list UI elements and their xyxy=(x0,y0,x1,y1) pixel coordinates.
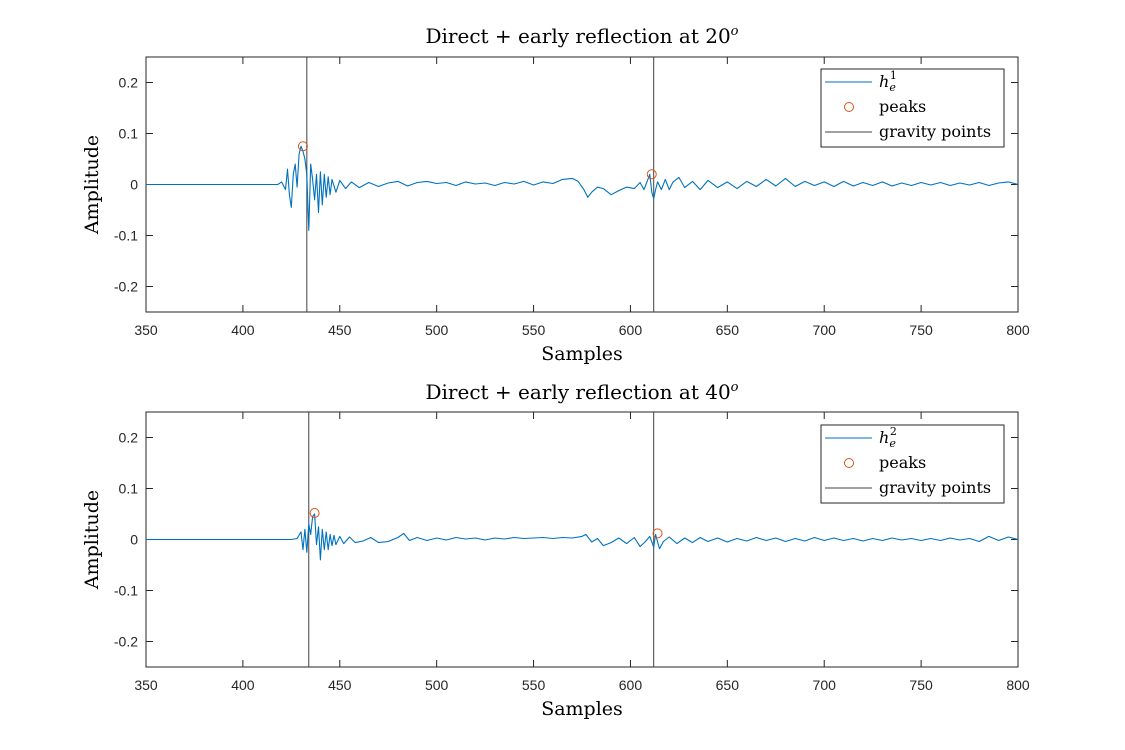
x-tick-label: 500 xyxy=(425,677,449,693)
x-tick-label: 600 xyxy=(619,677,643,693)
chart-1: 350 400 450 500 550 600 650 700 750 800 0.2 0.1 0 -0.… xyxy=(81,24,1030,365)
y-axis-label: Amplitude xyxy=(81,135,103,235)
chart-title: Direct + early reflection at 20o xyxy=(426,24,739,48)
x-tick-label: 500 xyxy=(425,322,449,338)
x-tick-label: 400 xyxy=(231,322,255,338)
legend-signal-base: h xyxy=(879,72,889,91)
x-tick-label: 550 xyxy=(522,677,546,693)
x-tick-label: 700 xyxy=(813,322,837,338)
legend-signal-superscript: 1 xyxy=(890,69,897,82)
title-main: Direct + early reflection at 40 xyxy=(426,380,731,404)
y-tick-label: 0.2 xyxy=(119,430,139,446)
y-axis-label: Amplitude xyxy=(81,490,103,590)
legend-signal-label: he1 xyxy=(879,69,897,94)
x-tick-label: 650 xyxy=(716,322,740,338)
x-tick-label: 800 xyxy=(1006,677,1030,693)
x-tick-label: 550 xyxy=(522,322,546,338)
x-axis-label: Samples xyxy=(541,343,623,365)
x-tick-label: 450 xyxy=(328,322,352,338)
y-tick-label: 0.1 xyxy=(119,126,139,142)
peak-marker xyxy=(652,528,663,539)
legend-gravity-label: gravity points xyxy=(879,122,991,141)
x-tick-label: 750 xyxy=(909,677,933,693)
y-tick-label: -0.1 xyxy=(114,228,138,244)
signal-line xyxy=(146,513,1019,561)
y-tick-label: 0 xyxy=(130,177,138,193)
y-tick-label: -0.2 xyxy=(114,279,138,295)
chart-title: Direct + early reflection at 40o xyxy=(426,380,739,404)
y-tick-label: -0.1 xyxy=(114,583,138,599)
x-tick-label: 800 xyxy=(1006,322,1030,338)
y-tick-label: -0.2 xyxy=(114,634,138,650)
legend-peaks-marker xyxy=(844,458,854,468)
legend-gravity-label: gravity points xyxy=(879,478,991,497)
x-tick-label: 700 xyxy=(813,677,837,693)
legend-signal-base: h xyxy=(879,428,889,447)
title-superscript: o xyxy=(731,24,739,39)
legend-signal-superscript: 2 xyxy=(890,425,897,438)
legend-signal-subscript: e xyxy=(889,81,896,94)
y-tick-label: 0 xyxy=(130,532,138,548)
x-tick-label: 750 xyxy=(909,322,933,338)
peak-marker xyxy=(297,141,308,152)
x-tick-label: 600 xyxy=(619,322,643,338)
x-tick-label: 650 xyxy=(716,677,740,693)
legend-signal-subscript: e xyxy=(889,437,896,450)
peak-marker xyxy=(309,507,320,518)
x-axis-label: Samples xyxy=(541,698,623,720)
chart-2: 350 400 450 500 550 600 650 700 750 800 0.2 0.1 0 -0.… xyxy=(81,380,1030,720)
x-tick-label: 450 xyxy=(328,677,352,693)
legend-peaks-label: peaks xyxy=(879,453,926,472)
y-tick-label: 0.2 xyxy=(119,75,139,91)
legend-signal-label: he2 xyxy=(879,425,897,450)
x-tick-label: 350 xyxy=(134,322,158,338)
x-tick-label: 350 xyxy=(134,677,158,693)
legend-peaks-label: peaks xyxy=(879,97,926,116)
title-main: Direct + early reflection at 20 xyxy=(426,24,731,48)
signal-line xyxy=(146,145,1019,231)
title-superscript: o xyxy=(731,380,739,395)
legend-peaks-marker xyxy=(844,102,854,112)
peak-marker xyxy=(646,169,657,180)
x-tick-label: 400 xyxy=(231,677,255,693)
y-tick-label: 0.1 xyxy=(119,481,139,497)
